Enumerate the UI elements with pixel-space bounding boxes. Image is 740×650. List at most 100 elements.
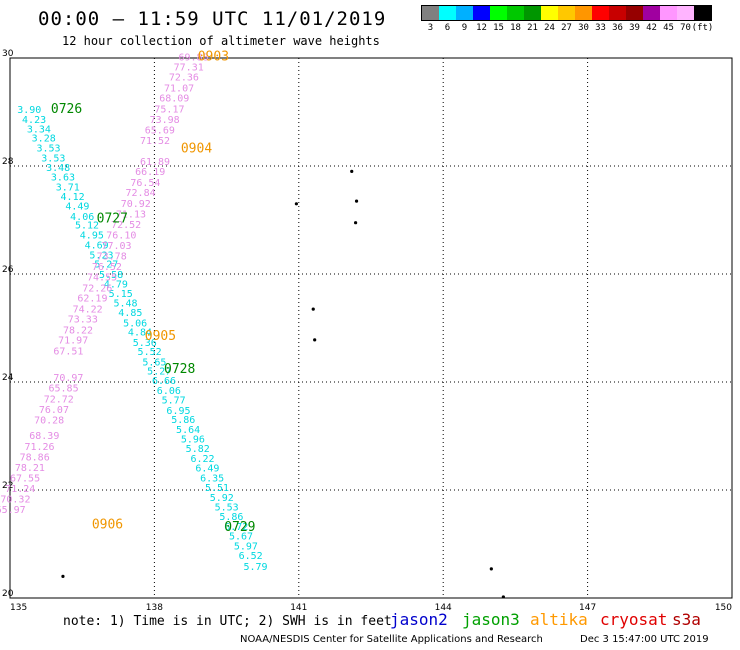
legend-swatch xyxy=(592,6,609,20)
wave-height-label: 5.64 xyxy=(176,425,200,436)
wave-height-label: 6.06 xyxy=(157,386,181,397)
legend-label: 27 xyxy=(561,23,572,33)
legend-swatch xyxy=(575,6,592,20)
wave-height-label: 5.27 xyxy=(94,260,118,271)
wave-height-label: 74.55 xyxy=(87,272,117,283)
legend-label: 45 xyxy=(663,23,674,33)
wave-height-label: 66.19 xyxy=(135,167,165,178)
lat-tick-label: 28 xyxy=(2,157,14,167)
pass-time-label: 0906 xyxy=(92,517,123,532)
pass-time-label: 0903 xyxy=(198,50,229,65)
wave-height-label: 5.92 xyxy=(210,493,234,504)
wave-height-label: 5.67 xyxy=(229,532,253,543)
pass-time-label: 0726 xyxy=(51,102,82,117)
lon-tick-label: 141 xyxy=(290,603,307,613)
wave-height-label: 71.13 xyxy=(116,209,146,220)
wave-height-label: 5.23 xyxy=(89,250,113,261)
wave-height-label: 6.22 xyxy=(191,454,215,465)
wave-height-label: 68.09 xyxy=(159,94,189,105)
wave-height-label: 65.97 xyxy=(0,505,26,516)
wave-height-label: 4.85 xyxy=(118,308,142,319)
lon-tick-label: 147 xyxy=(579,603,596,613)
wave-height-label: 62.19 xyxy=(77,294,107,305)
wave-height-label: 6.95 xyxy=(166,406,190,417)
wave-height-label: 72.72 xyxy=(44,395,74,406)
wave-height-label: 78.22 xyxy=(63,325,93,336)
map-frame xyxy=(9,57,733,599)
wave-height-label: 76.07 xyxy=(39,405,69,416)
island-marker xyxy=(313,338,317,342)
wave-height-label: 70.92 xyxy=(121,199,151,210)
wave-height-label: 73.33 xyxy=(68,315,98,326)
island-marker xyxy=(489,567,493,571)
legend-swatch xyxy=(422,6,439,20)
legend-label: 24 xyxy=(544,23,555,33)
legend-label: 3 xyxy=(427,23,434,33)
wave-height-label: 5.27 xyxy=(147,366,171,377)
wave-height-label: 3.28 xyxy=(32,134,56,145)
wave-height-label: 77.31 xyxy=(174,62,204,73)
wave-height-label: 70.32 xyxy=(0,494,30,505)
wave-height-label: 5.96 xyxy=(181,434,205,445)
wave-height-label: 4.79 xyxy=(104,280,128,291)
lon-tick-label: 135 xyxy=(10,603,27,613)
legend-swatch xyxy=(524,6,541,20)
legend-label: 12 xyxy=(476,23,487,33)
island-marker xyxy=(294,202,298,206)
wave-height-label: 71.52 xyxy=(140,136,170,147)
lat-tick-label: 24 xyxy=(2,373,14,383)
wave-height-label: 74.22 xyxy=(73,304,103,315)
wave-height-label: 5.53 xyxy=(215,503,239,514)
legend-swatch xyxy=(643,6,660,20)
pass-time-label: 0727 xyxy=(97,212,128,227)
wave-height-label: 71.24 xyxy=(5,484,35,495)
satellite-label-jason2: jason2 xyxy=(390,610,448,629)
legend-swatch xyxy=(660,6,677,20)
legend-labels: 3 6 9 12 15 18 21 24 27 30 33 36 39 42 45 70 (ft) xyxy=(421,21,714,35)
wave-height-label: 76.52 xyxy=(92,262,122,273)
wave-height-label: 77.03 xyxy=(101,241,131,252)
wave-height-label: 78.86 xyxy=(20,452,50,463)
wave-height-label: 5.15 xyxy=(109,289,133,300)
wave-height-label: 3.53 xyxy=(41,154,65,165)
wave-height-label: 75.17 xyxy=(154,105,184,116)
wave-height-label: 67.55 xyxy=(10,473,40,484)
legend-swatch xyxy=(456,6,473,20)
page-subtitle: 12 hour collection of altimeter wave hei… xyxy=(62,34,380,48)
legend-swatch xyxy=(558,6,575,20)
lat-tick-label: 22 xyxy=(2,481,13,491)
wave-height-label: 5.97 xyxy=(234,541,258,552)
credit-text: NOAA/NESDIS Center for Satellite Applica… xyxy=(240,634,543,645)
lon-tick-label: 138 xyxy=(146,603,163,613)
legend-swatch xyxy=(439,6,456,20)
legend-label: (ft) xyxy=(691,23,714,33)
legend-swatch xyxy=(507,6,524,20)
wave-height-label: 5.86 xyxy=(171,415,195,426)
legend-label: 33 xyxy=(595,23,606,33)
wave-height-label: 61.89 xyxy=(140,157,170,168)
legend-swatch xyxy=(541,6,558,20)
island-marker xyxy=(501,595,505,599)
wave-height-label: 4.69 xyxy=(85,241,109,252)
wave-height-label: 5.52 xyxy=(138,347,162,358)
wave-height-label: 71.26 xyxy=(24,442,54,453)
wave-height-label: 6.52 xyxy=(239,551,263,562)
island-marker xyxy=(353,221,358,225)
wave-height-label: 70.97 xyxy=(53,373,83,384)
wave-height-label: 5.12 xyxy=(75,221,99,232)
wave-height-label: 5.06 xyxy=(123,318,147,329)
wave-height-label: 68.39 xyxy=(29,431,59,442)
wave-height-label: 72.52 xyxy=(111,220,141,231)
wave-height-label: 3.63 xyxy=(51,173,75,184)
wave-height-label: 4.23 xyxy=(22,115,46,126)
wave-height-label: 5.58 xyxy=(99,270,123,281)
wave-height-label: 71.07 xyxy=(164,83,194,94)
legend-swatch xyxy=(473,6,490,20)
wave-height-label: 5.51 xyxy=(205,483,229,494)
wave-height-label: 72.36 xyxy=(169,73,199,84)
wave-height-label: 3.53 xyxy=(36,143,60,154)
satellite-label-cryosat: cryosat xyxy=(600,610,668,629)
wave-height-label: 71.97 xyxy=(58,336,88,347)
legend-swatch xyxy=(626,6,643,20)
